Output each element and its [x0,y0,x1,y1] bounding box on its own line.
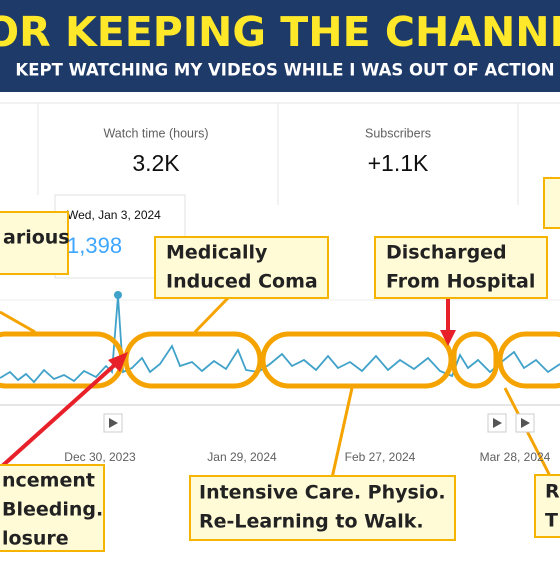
x-label: Dec 30, 2023 [64,450,136,464]
highlight-ring [497,331,560,389]
metric-label: Watch time (hours) [103,126,208,140]
tooltip-value: 1,398 [67,233,122,258]
highlight-ring [123,331,263,389]
play-icon [493,418,502,428]
annotation-text: Discharged [386,242,507,264]
metric-label: Subscribers [365,126,431,140]
x-label: Jan 29, 2024 [207,450,277,464]
annotation-text: From Hospital [386,271,535,293]
arrow-head [108,352,128,372]
annotation-text: R [545,481,560,503]
connector [330,387,354,479]
annotation-box [534,474,560,538]
play-icon [521,418,530,428]
annotation-box [0,464,105,552]
annotation-text: losure [2,528,69,550]
highlight-ring [451,331,499,389]
annotation-text: arious [3,227,70,249]
annotation-text: Intensive Care. Physio. [199,482,446,504]
highlight-dot [114,291,122,299]
connector [193,296,230,334]
connector [0,310,36,334]
banner-title: FOR KEEPING THE CHANNEL [0,8,560,56]
annotation-text: Re-Learning to Walk. [199,511,424,533]
metric-value: +1.1K [368,150,429,176]
metric-value: 3.2K [132,150,180,176]
annotation-text: Bleeding. [2,499,103,521]
annotation-box [543,177,560,229]
trend-line [0,295,560,384]
annotation-text: ncement [2,470,95,492]
tooltip-date: Wed, Jan 3, 2024 [67,208,161,222]
x-label: Feb 27, 2024 [345,450,416,464]
banner [0,0,560,92]
annotation-box [0,211,69,275]
annotation-text: Medically [166,242,268,264]
annotation-box [374,236,548,299]
x-label: Mar 28, 2024 [480,450,551,464]
annotation-text: T [545,510,558,532]
play-icon [109,418,118,428]
annotation-box [189,475,456,541]
arrow [0,360,120,470]
annotation-box [154,236,329,299]
arrow-head [440,330,456,346]
banner-subtitle: KEPT WATCHING MY VIDEOS WHILE I WAS OUT … [15,61,554,80]
highlight-ring [260,331,454,389]
annotation-text: Induced Coma [166,271,318,293]
